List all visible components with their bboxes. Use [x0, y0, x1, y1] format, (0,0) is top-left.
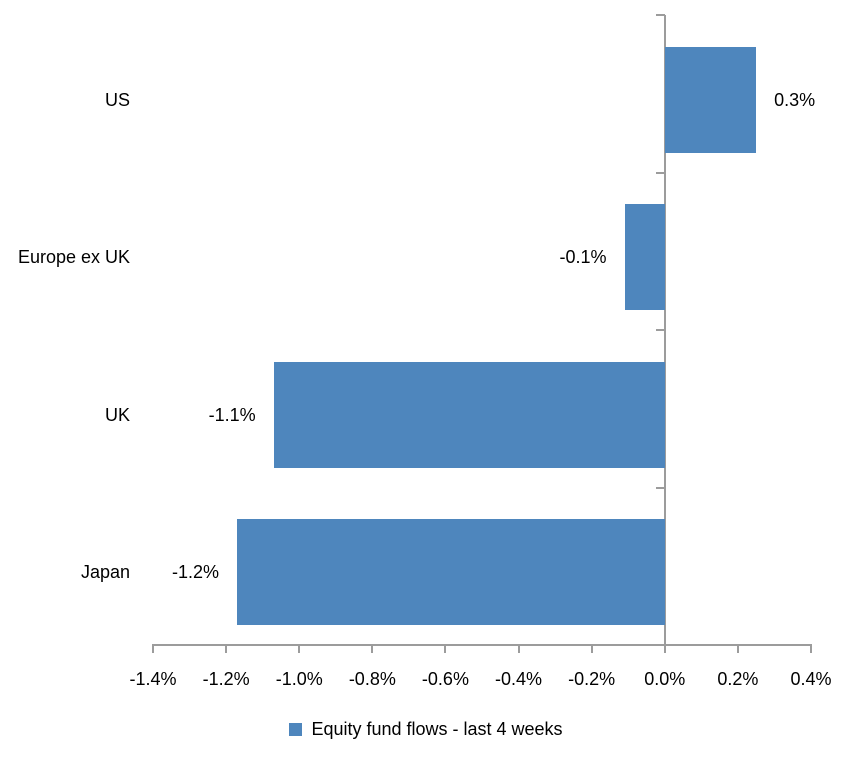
category-axis-line	[663, 15, 666, 645]
bar-europe-ex-uk	[624, 204, 665, 311]
category-label-us: US	[104, 89, 130, 110]
x-axis-tick	[736, 645, 739, 653]
category-axis-tick	[655, 329, 665, 331]
category-axis-tick	[655, 14, 665, 16]
legend-label: Equity fund flows - last 4 weeks	[311, 718, 563, 739]
x-tick-label-7: 0.0%	[644, 669, 686, 689]
x-axis-tick	[371, 645, 374, 653]
bar-japan	[237, 519, 665, 626]
category-axis-tick	[655, 644, 665, 646]
category-label-japan: Japan	[80, 562, 130, 583]
value-label-us: 0.3%	[774, 89, 816, 110]
x-axis-tick	[517, 645, 520, 653]
category-axis-tick	[655, 486, 665, 489]
category-label-europe-ex-uk: Europe ex UK	[17, 247, 130, 268]
x-axis-tick	[298, 645, 301, 653]
value-label-japan: -1.2%	[172, 562, 220, 583]
x-tick-label-8: 0.2%	[717, 669, 759, 689]
value-label-uk: -1.1%	[208, 404, 256, 425]
legend: Equity fund flows - last 4 weeks	[0, 714, 852, 744]
bar-us	[664, 46, 757, 153]
x-tick-label-2: -1.0%	[275, 669, 323, 689]
x-axis-tick	[663, 645, 666, 653]
x-axis-tick	[810, 645, 812, 653]
category-label-uk: UK	[104, 404, 130, 425]
category-axis-tick	[655, 171, 665, 174]
x-tick-label-5: -0.4%	[495, 669, 543, 689]
bar-uk	[273, 361, 665, 468]
x-tick-label-0: -1.4%	[129, 669, 177, 689]
x-axis-tick	[225, 645, 228, 653]
x-tick-label-3: -0.8%	[348, 669, 396, 689]
value-label-europe-ex-uk: -0.1%	[559, 247, 607, 268]
x-tick-label-9: 0.4%	[790, 669, 832, 689]
x-axis-tick	[590, 645, 593, 653]
legend-marker-icon	[289, 722, 303, 736]
x-axis-tick	[444, 645, 447, 653]
x-axis-line	[152, 644, 812, 646]
x-tick-label-1: -1.2%	[202, 669, 250, 689]
x-tick-label-4: -0.6%	[421, 669, 469, 689]
x-axis-tick	[152, 645, 154, 653]
x-tick-label-6: -0.2%	[568, 669, 616, 689]
